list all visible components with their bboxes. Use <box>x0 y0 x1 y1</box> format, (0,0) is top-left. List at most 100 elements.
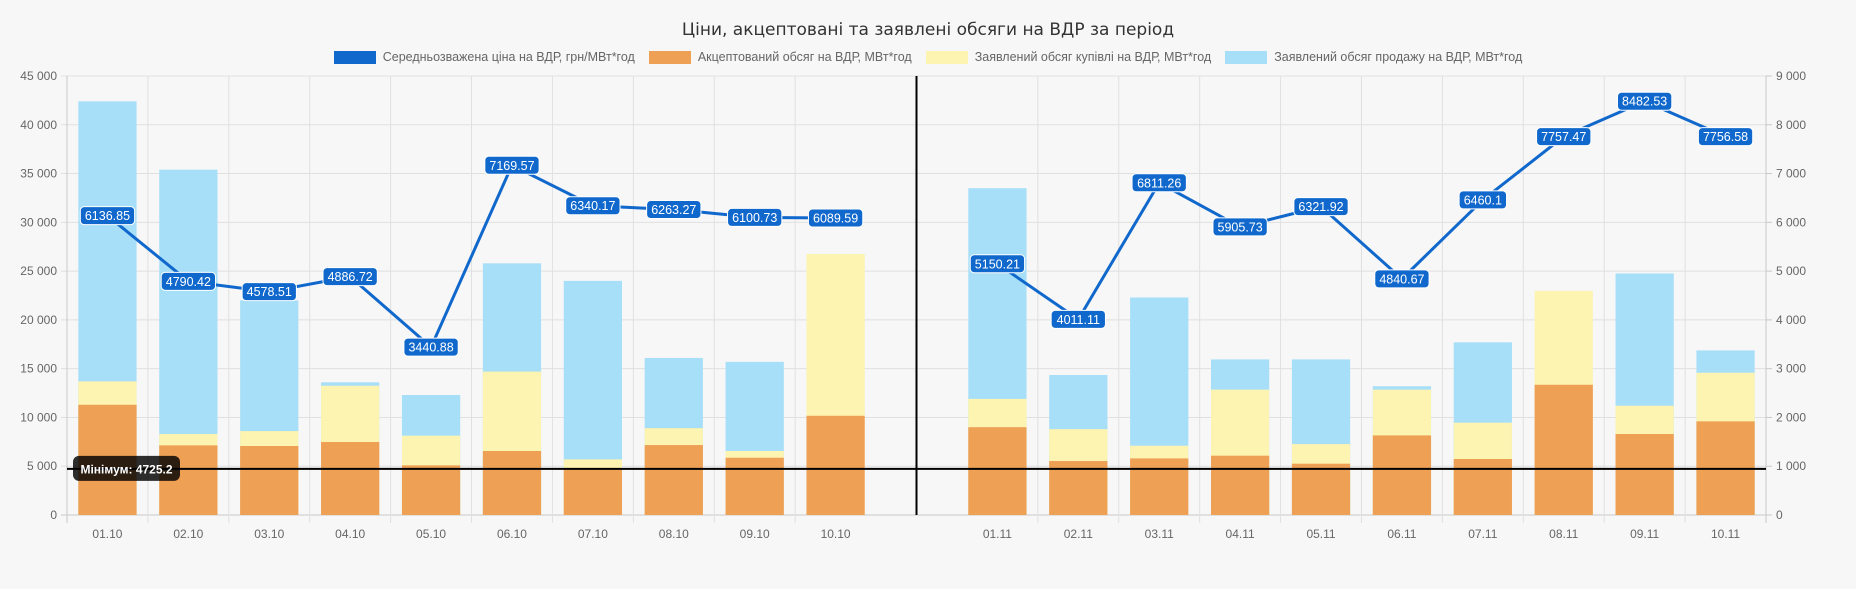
y-right-tick-label: 6 000 <box>1776 215 1806 229</box>
x-tick-label: 03.11 <box>1145 527 1174 541</box>
legend-swatch-buy <box>925 50 968 64</box>
price-data-label: 6811.26 <box>1137 176 1181 190</box>
x-tick-label: 08.11 <box>1549 527 1578 541</box>
bar-accepted <box>1291 463 1351 515</box>
price-label-box <box>1374 269 1430 289</box>
x-tick-label: 09.11 <box>1630 527 1659 541</box>
price-data-label: 8482.53 <box>1622 95 1667 109</box>
price-label-box <box>1458 190 1508 210</box>
y-right-tick-label: 9 000 <box>1776 69 1806 83</box>
y-right-tick-label: 0 <box>1776 508 1783 522</box>
price-data-label: 3440.88 <box>408 341 453 355</box>
x-tick-label: 01.11 <box>983 527 1012 541</box>
bar-accepted <box>968 427 1027 515</box>
price-data-label: 4840.67 <box>1379 272 1424 286</box>
price-data-label: 4886.72 <box>328 270 373 284</box>
x-tick-label: 10.10 <box>821 527 851 541</box>
price-label-box <box>1050 309 1106 329</box>
bar-accepted <box>806 415 865 515</box>
x-tick-label: 03.10 <box>254 527 284 541</box>
price-data-label: 4790.42 <box>166 275 211 289</box>
price-data-label: 6089.59 <box>813 211 858 225</box>
price-data-label: 6340.17 <box>570 199 615 213</box>
price-label-box <box>484 155 540 175</box>
y-right-tick-label: 3 000 <box>1776 362 1806 376</box>
price-data-label: 6136.85 <box>85 209 130 223</box>
bar-accepted <box>1130 458 1189 515</box>
y-left-tick-label: 30 000 <box>20 215 57 229</box>
legend-label: Заявлений обсяг купівлі на ВДР, МВт*год <box>974 50 1212 64</box>
price-data-label: 4011.11 <box>1057 313 1100 327</box>
price-data-label: 6460.1 <box>1464 193 1502 207</box>
price-label-box <box>241 282 297 302</box>
bar-accepted <box>240 446 299 515</box>
legend-item-buy[interactable]: Заявлений обсяг купівлі на ВДР, МВт*год <box>925 50 1212 64</box>
legend-item-price[interactable]: Середньозважена ціна на ВДР, грн/МВт*год <box>333 50 635 64</box>
legend-swatch-accepted <box>648 50 691 64</box>
price-data-label: 6100.73 <box>732 211 777 225</box>
price-data-label: 6263.27 <box>651 203 696 217</box>
y-left-tick-label: 20 000 <box>20 313 57 327</box>
price-label-box <box>1697 127 1754 147</box>
chart-title: Ціни, акцептовані та заявлені обсяги на … <box>681 20 1175 40</box>
bar-accepted <box>482 451 542 515</box>
x-tick-label: 05.11 <box>1306 527 1335 541</box>
y-right-tick-label: 1 000 <box>1776 459 1806 473</box>
price-label-box <box>807 208 864 228</box>
x-tick-label: 06.10 <box>497 527 527 541</box>
x-tick-label: 07.10 <box>578 527 608 541</box>
bar-accepted <box>563 469 623 515</box>
y-right-tick-label: 4 000 <box>1776 313 1806 327</box>
y-right-tick-label: 7 000 <box>1776 167 1806 181</box>
legend-swatch-price <box>333 50 376 64</box>
price-line <box>996 99 1727 321</box>
price-label-box <box>969 254 1026 274</box>
bar-accepted <box>1372 435 1432 515</box>
x-tick-label: 04.11 <box>1226 527 1255 541</box>
y-right-tick-label: 5 000 <box>1776 264 1806 278</box>
x-tick-label: 06.11 <box>1387 527 1416 541</box>
legend-label: Середньозважена ціна на ВДР, грн/МВт*год <box>382 50 635 64</box>
price-data-label: 5905.73 <box>1218 220 1263 234</box>
legend-swatch-sell <box>1225 50 1268 64</box>
price-label-box <box>565 196 621 216</box>
price-label-box <box>646 199 702 219</box>
bar-accepted <box>1453 459 1512 515</box>
price-data-label: 7757.47 <box>1541 130 1586 144</box>
legend-label: Акцептований обсяг на ВДР, МВт*год <box>697 50 912 64</box>
legend-label: Заявлений обсяг продажу на ВДР, МВт*год <box>1274 50 1523 64</box>
price-label-box <box>1131 173 1187 193</box>
minimum-label: Мінімум: 4725.2 <box>80 462 172 476</box>
y-left-tick-label: 10 000 <box>20 410 57 424</box>
y-left-tick-label: 0 <box>50 508 57 522</box>
legend: Середньозважена ціна на ВДР, грн/МВт*год… <box>0 50 1856 64</box>
y-left-tick-label: 5 000 <box>27 459 57 473</box>
x-tick-label: 09.10 <box>740 527 770 541</box>
x-tick-label: 07.11 <box>1468 527 1497 541</box>
x-tick-label: 02.11 <box>1064 527 1093 541</box>
x-tick-label: 04.10 <box>335 527 365 541</box>
x-tick-label: 05.10 <box>416 527 446 541</box>
bar-accepted <box>1049 461 1108 515</box>
price-data-label: 7756.58 <box>1703 130 1748 144</box>
y-right-tick-label: 2 000 <box>1776 410 1806 424</box>
price-label-box <box>403 337 459 357</box>
bar-accepted <box>401 465 461 515</box>
y-left-tick-label: 35 000 <box>20 167 57 181</box>
bar-accepted <box>725 457 784 515</box>
price-label-box <box>1212 217 1268 237</box>
legend-item-sell[interactable]: Заявлений обсяг продажу на ВДР, МВт*год <box>1225 50 1522 64</box>
bar-accepted <box>321 442 380 515</box>
x-tick-label: 10.11 <box>1711 527 1740 541</box>
price-label-box <box>727 207 783 227</box>
price-line <box>106 163 836 349</box>
price-data-label: 7169.57 <box>489 159 534 173</box>
x-tick-label: 01.10 <box>92 527 122 541</box>
legend-item-accepted[interactable]: Акцептований обсяг на ВДР, МВт*год <box>648 50 912 64</box>
price-label-box <box>1616 91 1673 111</box>
price-label-box <box>160 271 217 291</box>
x-tick-label: 08.10 <box>659 527 689 541</box>
y-left-tick-label: 15 000 <box>20 362 57 376</box>
price-label-box <box>1536 127 1592 147</box>
price-data-label: 5150.21 <box>975 257 1020 271</box>
